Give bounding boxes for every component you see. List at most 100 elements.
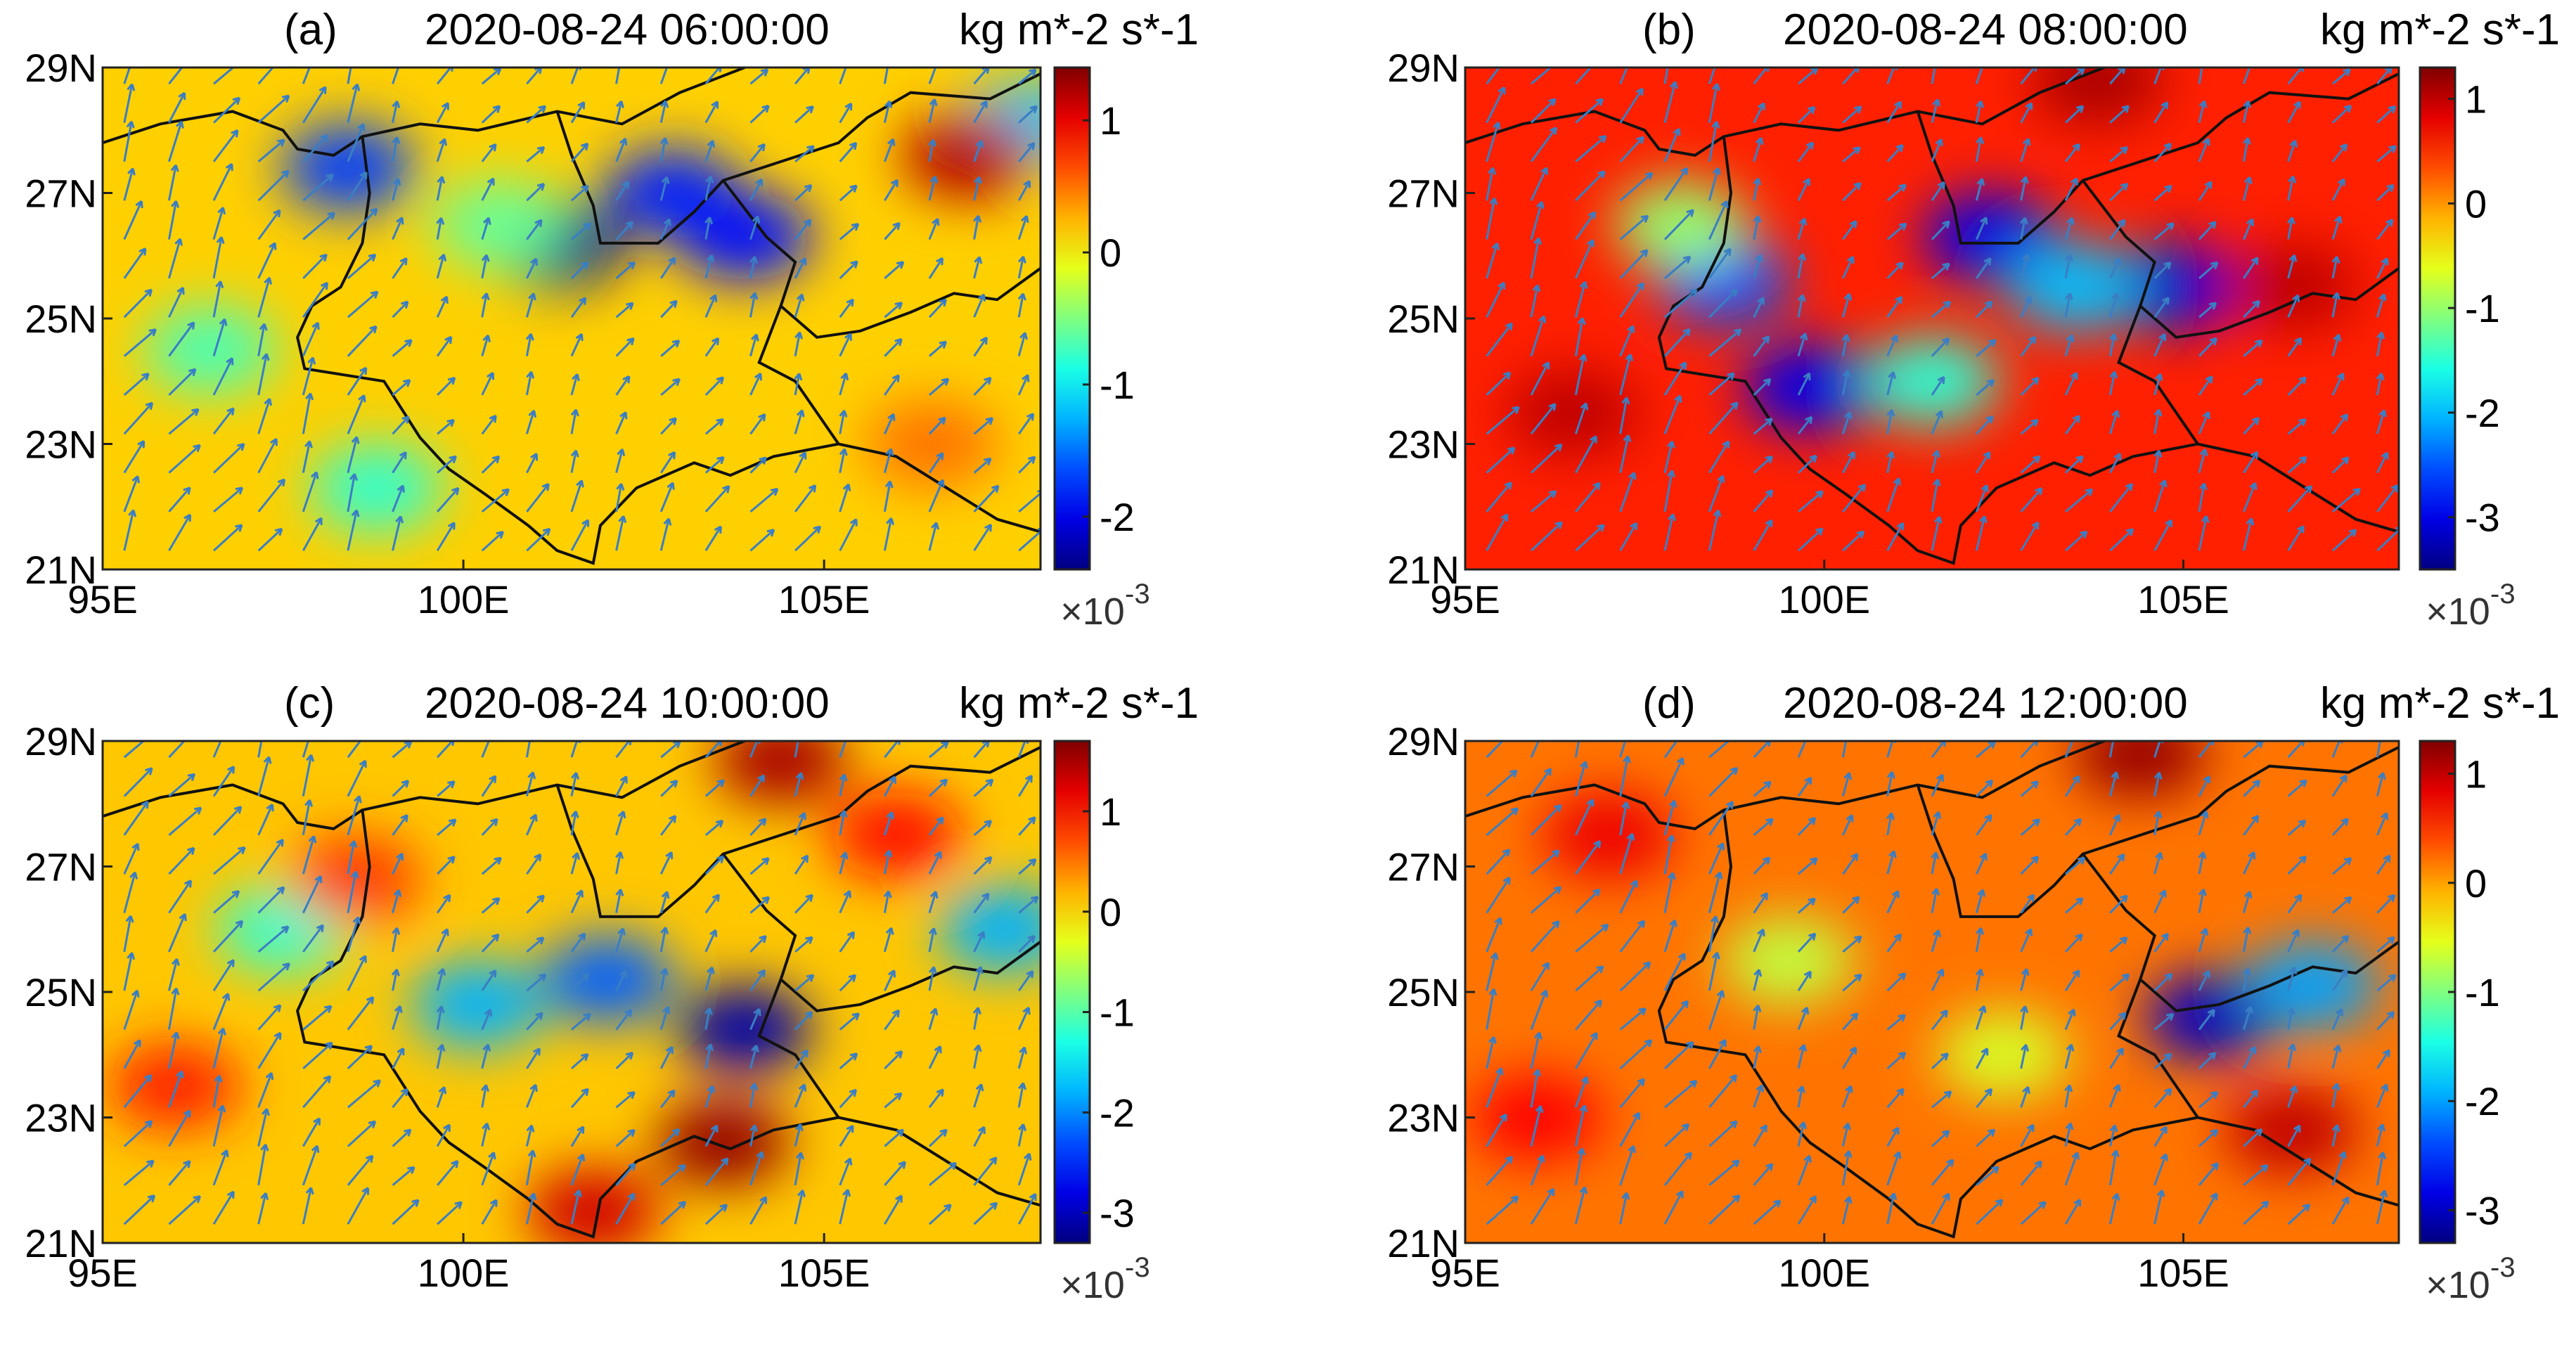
wind-arrow-head xyxy=(932,217,940,226)
wind-arrow xyxy=(2020,377,2040,396)
wind-arrow xyxy=(749,529,775,552)
wind-arrow xyxy=(257,886,285,914)
wind-arrow-head xyxy=(934,851,942,859)
wind-arrow-head xyxy=(1621,1192,1630,1200)
wind-arrow xyxy=(1797,527,1824,552)
wind-arrow-head xyxy=(1498,86,1506,95)
wind-arrow-head xyxy=(145,401,154,411)
wind-arrow-head xyxy=(1712,167,1721,176)
wind-arrow-head xyxy=(1580,402,1589,411)
wind-arrow xyxy=(884,775,896,797)
wind-arrow-head xyxy=(2121,973,2130,981)
wind-arrow xyxy=(2331,143,2348,162)
wind-arrow xyxy=(257,354,268,396)
wind-arrow xyxy=(2198,483,2205,513)
wind-arrow xyxy=(1798,490,1824,513)
wind-arrow xyxy=(794,484,816,513)
wind-arrow-head xyxy=(668,451,676,460)
wind-arrow-head xyxy=(526,370,535,379)
wind-arrow-head xyxy=(1554,804,1562,813)
wind-arrow xyxy=(212,443,245,474)
wind-arrow-head xyxy=(794,331,804,340)
wind-arrow-head xyxy=(446,418,455,427)
wind-arrow xyxy=(302,799,311,836)
wind-arrow-head xyxy=(842,483,851,491)
wind-arrow xyxy=(884,1050,903,1069)
field-anomaly xyxy=(714,741,848,804)
wind-arrow-head xyxy=(2298,855,2307,864)
wind-arrow xyxy=(1530,98,1557,124)
wind-arrow xyxy=(2153,222,2175,240)
wind-arrow xyxy=(1931,181,1945,202)
wind-arrow-head xyxy=(1588,211,1596,219)
wind-arrow-head xyxy=(627,1091,636,1100)
wind-arrow xyxy=(347,1154,374,1186)
wind-arrow-head xyxy=(583,1012,591,1021)
wind-arrow-head xyxy=(1019,1046,1028,1055)
wind-arrow xyxy=(2064,217,2073,240)
wind-arrow xyxy=(1574,239,1595,279)
wind-arrow-head xyxy=(1842,1122,1851,1130)
wind-arrow-head xyxy=(1716,475,1725,483)
wind-arrow xyxy=(928,816,944,836)
wind-arrow-head xyxy=(492,897,501,905)
wind-arrow xyxy=(1486,122,1500,162)
wind-arrow-head xyxy=(2331,256,2340,264)
wind-arrow-head xyxy=(929,1007,939,1016)
wind-arrow xyxy=(2153,101,2168,124)
wind-arrow-head xyxy=(239,57,246,63)
wind-arrow xyxy=(123,843,139,875)
wind-arrow xyxy=(2331,1008,2343,1031)
wind-arrow xyxy=(2109,183,2128,202)
wind-arrow xyxy=(168,321,195,357)
wind-arrow-head xyxy=(579,297,587,305)
wind-arrow xyxy=(2331,969,2348,992)
wind-arrow-head xyxy=(1540,989,1549,998)
wind-arrow xyxy=(302,517,323,551)
wind-arrow xyxy=(2331,413,2348,435)
wind-arrow-head xyxy=(1846,255,1855,264)
wind-arrow-head xyxy=(536,936,545,945)
wind-arrow xyxy=(2287,101,2301,124)
wind-arrow xyxy=(1486,482,1512,513)
wind-arrow-head xyxy=(411,1199,420,1207)
wind-arrow xyxy=(839,518,858,551)
wind-arrow xyxy=(1017,741,1026,758)
wind-arrow-head xyxy=(625,221,634,229)
wind-arrow xyxy=(659,219,671,240)
wind-arrow xyxy=(973,484,1000,513)
wind-arrow-head xyxy=(437,176,446,184)
wind-arrow-head xyxy=(1981,1048,1989,1056)
wind-arrow-head xyxy=(2296,525,2305,534)
wind-arrow xyxy=(1841,334,1848,356)
wind-arrow xyxy=(749,456,767,474)
wind-arrow xyxy=(436,217,443,240)
wind-arrow-head xyxy=(2109,1124,2118,1133)
wind-arrow-head xyxy=(705,175,714,183)
wind-arrow xyxy=(1753,335,1770,357)
wind-arrow xyxy=(2376,772,2385,797)
wind-arrow xyxy=(2153,479,2166,513)
wind-arrow xyxy=(1017,413,1034,435)
wind-arrow xyxy=(973,377,992,396)
y-tick-label: 27N xyxy=(1387,845,1460,889)
wind-arrow-head xyxy=(1628,1145,1636,1154)
wind-arrow xyxy=(1574,761,1587,797)
wind-arrow xyxy=(1797,1195,1817,1225)
wind-arrow-head xyxy=(2291,929,2300,937)
wind-arrow-head xyxy=(1894,101,1902,109)
wind-arrow-head xyxy=(716,855,725,864)
y-tick-label: 25N xyxy=(25,297,97,341)
wind-arrow xyxy=(2242,176,2251,201)
wind-arrow xyxy=(257,925,290,953)
wind-arrow-head xyxy=(273,1031,282,1040)
wind-arrow-head xyxy=(214,1074,223,1083)
wind-arrow-head xyxy=(436,217,445,225)
wind-arrow-head xyxy=(2113,452,2122,461)
wind-arrow-head xyxy=(1668,799,1677,808)
wind-arrow-head xyxy=(1552,849,1560,858)
wind-arrow xyxy=(1841,772,1850,797)
wind-arrow xyxy=(1975,515,1986,551)
wind-arrow-head xyxy=(1495,1067,1504,1076)
wind-arrow xyxy=(437,780,456,797)
